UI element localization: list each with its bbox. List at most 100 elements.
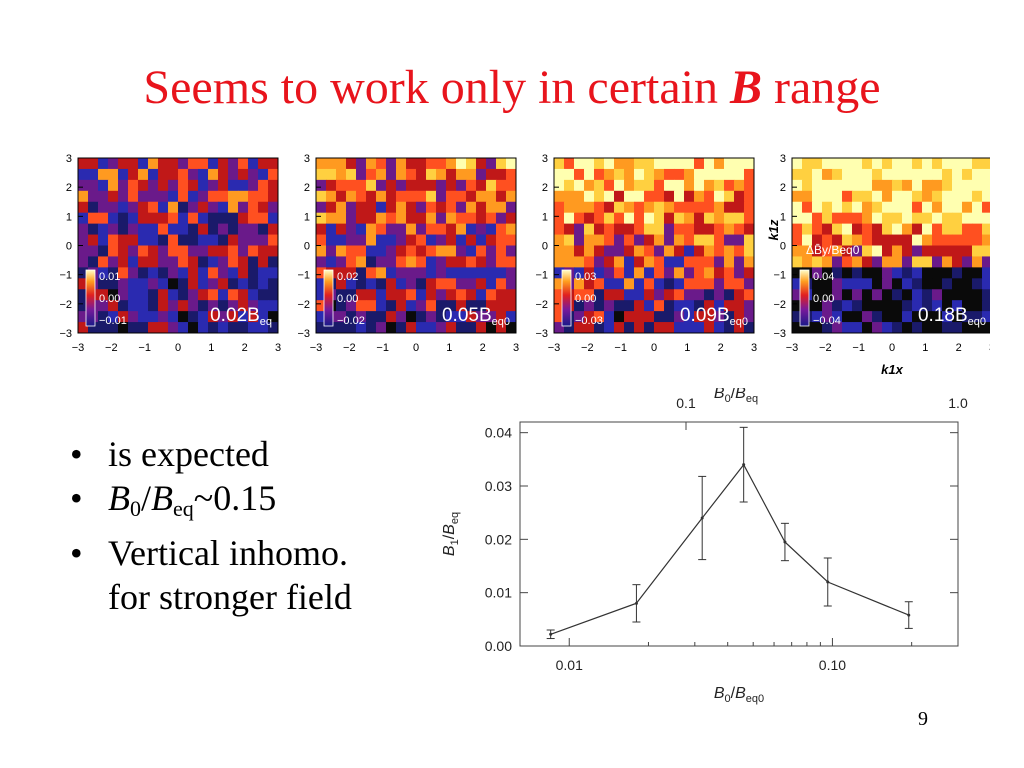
x-tick-label: −2	[105, 342, 118, 354]
x-tick-label: −1	[376, 342, 389, 354]
y-tick-label: −1	[59, 270, 72, 282]
y-tick-label: 0	[780, 241, 786, 253]
y-axis-label: B1/Beq	[441, 512, 461, 556]
x-tick-label: 0	[651, 342, 657, 354]
y-tick-label: 1	[304, 211, 310, 223]
x-tick-label: 3	[751, 342, 757, 354]
y-tick-label: −1	[297, 270, 310, 282]
series-line	[550, 463, 910, 635]
y-tick-label: −1	[773, 270, 786, 282]
plot-frame	[519, 421, 959, 647]
x-tick-label: −2	[819, 342, 832, 354]
y-tick-label: 3	[542, 153, 548, 165]
y-tick-label: 0.01	[485, 585, 512, 601]
x-tick-label: 0.01	[556, 657, 583, 673]
x-tick-label: 2	[956, 342, 962, 354]
y-tick-label: 1	[542, 211, 548, 223]
b1-vs-b0-chart: 0.00 0.01 0.02 0.03 0.04 0.01 0.10 0.1 1.0 B0/Beq…	[441, 388, 968, 705]
x-tick-label: −3	[310, 342, 323, 354]
y-tick-label: 2	[66, 182, 72, 194]
y-tick-label: −3	[59, 328, 72, 340]
x-tick-label: −1	[138, 342, 151, 354]
x-tick-label: −3	[786, 342, 799, 354]
y-tick-label: −2	[773, 299, 786, 311]
y-tick-label: −3	[535, 328, 548, 340]
title-suffix: range	[773, 61, 881, 114]
colorbar-label: −0.01	[99, 315, 127, 327]
y-tick-label: −3	[773, 328, 786, 340]
bullet-text: is expected	[108, 434, 269, 474]
x-tick-label: 3	[989, 342, 990, 354]
colorbar	[323, 269, 334, 327]
x-tick-label: 0	[413, 342, 419, 354]
y-tick-label: 3	[780, 153, 786, 165]
top-axis-label: B0/Beq	[714, 388, 758, 405]
x-tick-label: 3	[513, 342, 519, 354]
colorbar-label: 0.04	[813, 271, 834, 283]
y-tick-label: −2	[59, 299, 72, 311]
x-tick-label: 2	[242, 342, 248, 354]
colorbar	[561, 269, 572, 327]
colorbar-label: 0.01	[99, 271, 120, 283]
y-tick-label: −2	[297, 299, 310, 311]
colorbar-label: −0.02	[337, 315, 365, 327]
panel-label: 0.02Beq	[210, 305, 272, 328]
x-tick-label: 1	[922, 342, 928, 354]
y-tick-label: 2	[780, 182, 786, 194]
x-tick-label: −2	[581, 342, 594, 354]
colorbar-label: −0.04	[813, 315, 841, 327]
colorbar-label: 0.00	[99, 293, 120, 305]
colorbar-title: ΔB̄y/Beq0	[806, 243, 860, 257]
bullet-item: • is expected	[70, 434, 269, 474]
x-tick-label: −1	[852, 342, 865, 354]
y-tick-label: 0.02	[485, 531, 512, 547]
colorbar-label: 0.00	[337, 293, 358, 305]
x-tick-label: 0	[889, 342, 895, 354]
colorbar-label: −0.03	[575, 315, 603, 327]
x-tick-label: −3	[548, 342, 561, 354]
y-tick-label: 0.00	[485, 638, 512, 654]
x-tick-label: −1	[614, 342, 627, 354]
field-panel: 3 2 1 0 −1 −2 −3−3 −2 −1 0 1 2 3 0.01 0.00 −0.01 0.02Beq	[59, 153, 281, 354]
x-tick-label: 1	[208, 342, 214, 354]
y-tick-label: 3	[66, 153, 72, 165]
colorbar	[85, 269, 96, 327]
panel-y-label: k1z	[766, 219, 781, 240]
x-axis-label: B0/Beq0	[714, 685, 764, 705]
y-tick-label: −3	[297, 328, 310, 340]
y-tick-label: 1	[66, 211, 72, 223]
x-tick-label: 2	[718, 342, 724, 354]
colorbar-label: 0.00	[813, 293, 834, 305]
y-tick-label: 0	[66, 241, 72, 253]
y-tick-label: 0	[304, 241, 310, 253]
slide-title: Seems to work only in certain B range	[0, 58, 1024, 118]
bullet-item: • B0/Beq~0.15	[70, 478, 277, 521]
title-symbol: B	[729, 61, 762, 114]
top-tick-label: 1.0	[948, 395, 968, 411]
title-prefix: Seems to work only in certain	[143, 61, 718, 114]
colorbar	[799, 269, 810, 327]
bullet-list: • is expected • B0/Beq~0.15 • Vertical inho…	[70, 432, 352, 619]
b-symbol: B	[108, 478, 130, 518]
x-tick-label: 1	[684, 342, 690, 354]
x-tick-label: 0	[175, 342, 181, 354]
y-tick-label: 2	[542, 182, 548, 194]
x-tick-label: 1	[446, 342, 452, 354]
field-panel: 3210−1−2−3−3−2−101230.040.00−0.040.18Beq…	[773, 153, 990, 354]
colorbar-label: 0.00	[575, 293, 596, 305]
page-number: 9	[918, 708, 928, 730]
panel-x-label: k1x	[881, 362, 903, 377]
colorbar-label: 0.02	[337, 271, 358, 283]
y-tick-label: 0.04	[485, 425, 512, 441]
y-tick-label: 2	[304, 182, 310, 194]
x-tick-label: −2	[343, 342, 356, 354]
y-tick-label: 1	[780, 211, 786, 223]
top-tick-label: 0.1	[676, 395, 696, 411]
x-tick-label: 2	[480, 342, 486, 354]
bullet-item: • Vertical inhomo. for stronger field	[70, 533, 352, 617]
y-tick-label: −1	[535, 270, 548, 282]
x-tick-label: 3	[275, 342, 281, 354]
